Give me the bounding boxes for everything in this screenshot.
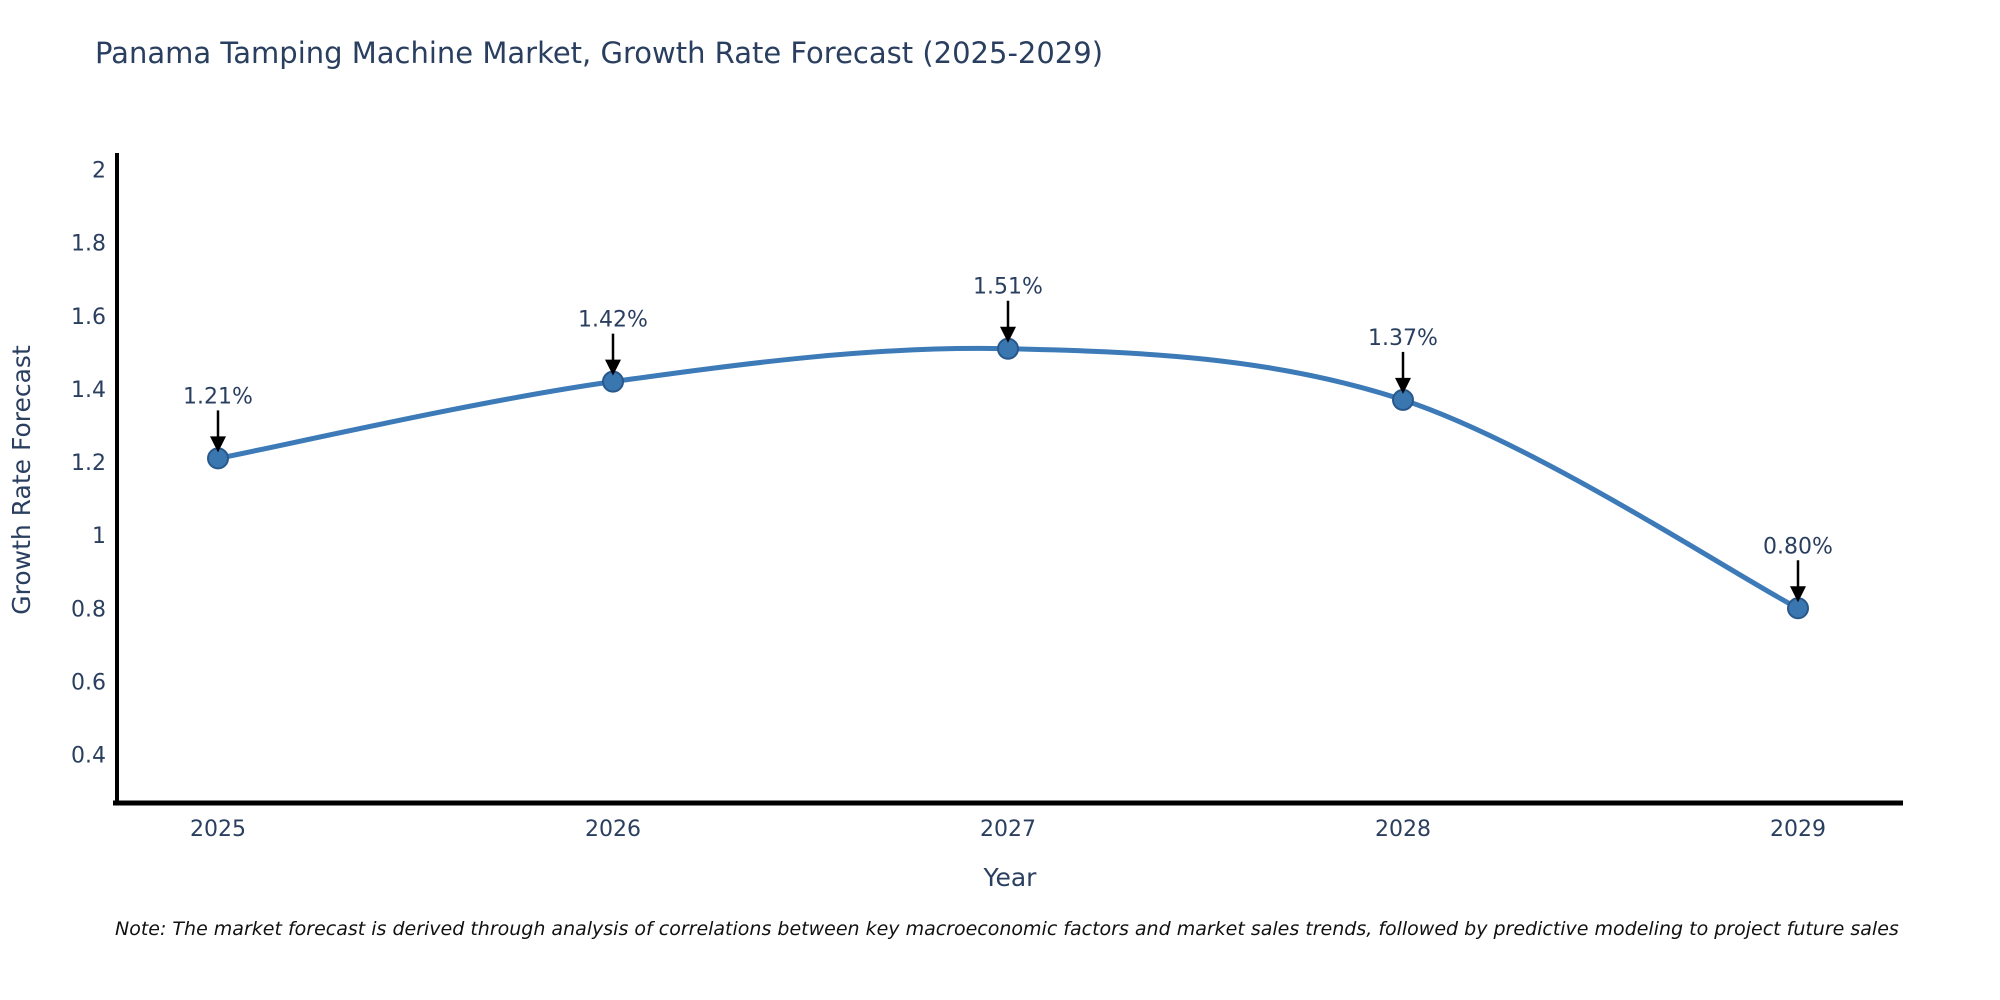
y-axis-title: Growth Rate Forecast <box>7 345 36 615</box>
y-tick-label: 1.8 <box>71 232 106 257</box>
annotation-arrowhead-icon <box>1790 586 1806 603</box>
annotation-arrowhead-icon <box>210 436 226 453</box>
x-tick-label: 2028 <box>1375 817 1431 842</box>
y-tick-label: 0.8 <box>71 597 106 622</box>
y-tick-label: 1.4 <box>71 378 106 403</box>
y-tick-label: 2 <box>92 159 106 184</box>
point-annotations: 1.21% 1.42% 1.51% 1.37% 0.80% <box>183 275 1833 603</box>
y-tick-label: 1 <box>92 524 106 549</box>
x-tick-label: 2027 <box>980 817 1036 842</box>
x-tick-label: 2025 <box>190 817 246 842</box>
y-axis-tick-labels: 2 1.8 1.6 1.4 1.2 1 0.8 0.6 0.4 <box>71 159 106 769</box>
x-axis-tick-labels: 2025 2026 2027 2028 2029 <box>190 817 1826 842</box>
point-value-label: 1.51% <box>973 275 1043 300</box>
x-tick-label: 2029 <box>1770 817 1826 842</box>
x-axis-title: Year <box>983 863 1038 892</box>
y-tick-label: 0.6 <box>71 670 106 695</box>
annotation-arrowhead-icon <box>1000 326 1016 343</box>
forecast-line <box>215 345 1801 611</box>
y-tick-label: 1.2 <box>71 451 106 476</box>
point-value-label: 1.21% <box>183 384 253 409</box>
point-value-label: 1.42% <box>578 308 648 333</box>
y-tick-label: 0.4 <box>71 743 106 768</box>
forecast-line-series <box>207 337 1809 620</box>
chart-title: Panama Tamping Machine Market, Growth Ra… <box>95 36 1104 70</box>
annotation-arrowhead-icon <box>605 359 621 376</box>
point-value-label: 1.37% <box>1368 326 1438 351</box>
annotation-arrowhead-icon <box>1395 377 1411 394</box>
point-value-label: 0.80% <box>1763 534 1833 559</box>
methodology-note: Note: The market forecast is derived thr… <box>115 918 1899 940</box>
y-tick-label: 1.6 <box>71 305 106 330</box>
x-tick-label: 2026 <box>585 817 641 842</box>
